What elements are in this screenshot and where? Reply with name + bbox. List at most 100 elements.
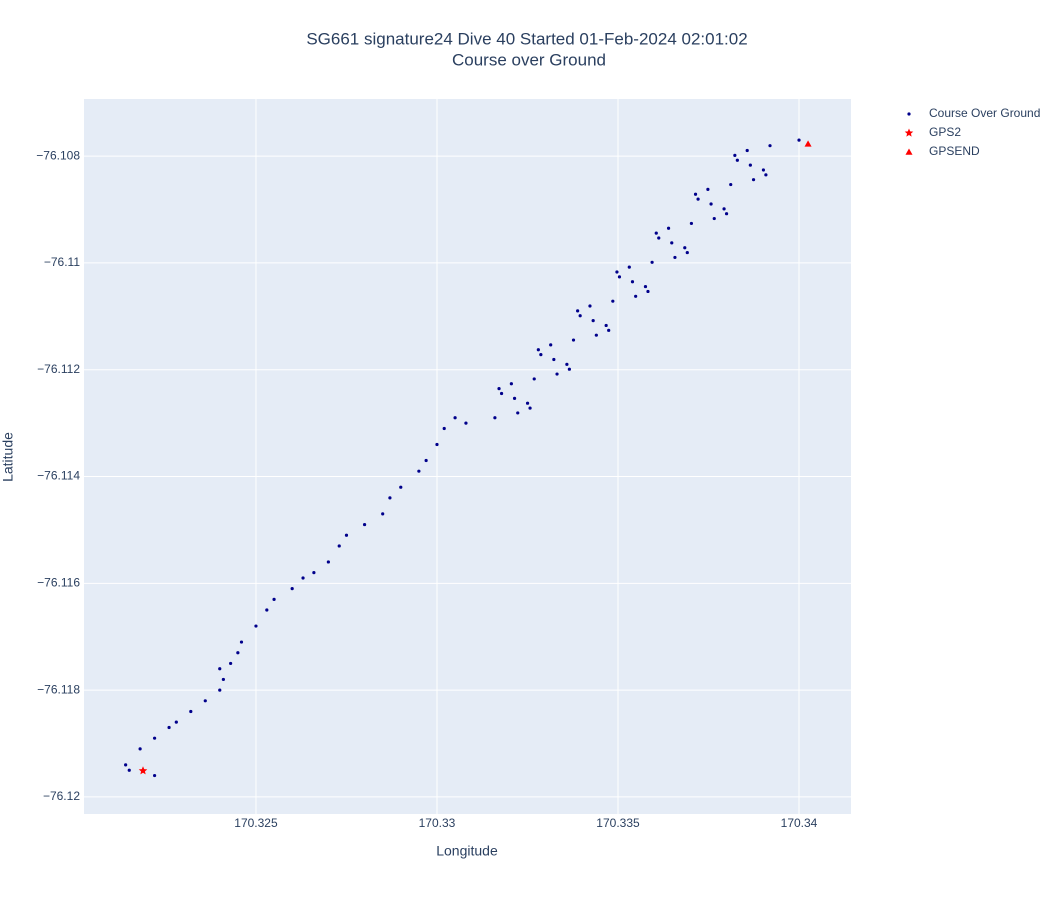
point bbox=[555, 372, 559, 376]
point bbox=[594, 333, 598, 337]
point bbox=[733, 153, 737, 157]
y-tick-label: −76.114 bbox=[37, 469, 80, 483]
y-tick-label: −76.12 bbox=[43, 789, 80, 803]
point bbox=[604, 323, 608, 328]
point bbox=[301, 576, 305, 580]
point bbox=[722, 207, 726, 211]
point bbox=[591, 319, 595, 323]
point bbox=[627, 265, 631, 269]
point bbox=[673, 255, 677, 260]
chart-title: SG661 signature24 Dive 40 Started 01-Feb… bbox=[306, 29, 747, 48]
point bbox=[290, 587, 294, 591]
point bbox=[689, 221, 694, 226]
point bbox=[221, 677, 225, 682]
legend-label: GPSEND bbox=[929, 144, 980, 158]
point bbox=[654, 231, 658, 235]
point bbox=[670, 241, 674, 245]
point bbox=[497, 387, 501, 391]
point bbox=[797, 138, 801, 142]
point bbox=[362, 522, 367, 527]
point bbox=[528, 406, 532, 410]
point bbox=[696, 197, 700, 201]
point bbox=[607, 328, 611, 332]
legend-marker bbox=[905, 148, 913, 155]
point bbox=[265, 608, 269, 612]
x-axis-label: Longitude bbox=[436, 843, 498, 859]
point bbox=[388, 496, 392, 500]
point bbox=[236, 651, 240, 655]
point bbox=[381, 512, 385, 516]
point bbox=[337, 544, 341, 548]
point bbox=[712, 216, 716, 221]
point bbox=[748, 163, 752, 167]
point bbox=[657, 236, 661, 240]
point bbox=[167, 725, 171, 730]
point bbox=[138, 766, 148, 775]
legend-marker bbox=[907, 112, 911, 116]
point bbox=[326, 560, 330, 564]
point bbox=[152, 773, 157, 778]
point bbox=[709, 202, 713, 206]
point bbox=[152, 736, 157, 740]
point bbox=[578, 314, 582, 318]
point bbox=[549, 343, 553, 347]
x-tick-label: 170.33 bbox=[419, 816, 456, 830]
point bbox=[254, 624, 258, 628]
point bbox=[532, 377, 536, 381]
x-tick-label: 170.34 bbox=[781, 816, 818, 830]
point bbox=[729, 182, 733, 187]
point bbox=[493, 416, 497, 420]
point bbox=[764, 173, 768, 177]
point bbox=[124, 763, 128, 767]
point bbox=[615, 270, 619, 274]
point bbox=[634, 294, 638, 298]
point bbox=[229, 661, 233, 666]
point bbox=[189, 709, 193, 714]
point bbox=[509, 382, 513, 386]
point bbox=[588, 304, 592, 308]
point bbox=[536, 348, 540, 352]
point bbox=[539, 353, 543, 357]
point bbox=[567, 367, 571, 371]
y-tick-label: −76.118 bbox=[37, 682, 80, 696]
point bbox=[272, 597, 276, 601]
point bbox=[693, 192, 698, 196]
chart-subtitle: Course over Ground bbox=[452, 50, 606, 69]
point bbox=[630, 280, 635, 284]
point bbox=[435, 442, 439, 447]
point bbox=[724, 212, 729, 216]
grid bbox=[84, 99, 851, 814]
point bbox=[735, 158, 739, 162]
point bbox=[516, 411, 520, 415]
point bbox=[565, 362, 569, 366]
x-tick-label: 170.325 bbox=[234, 816, 278, 830]
y-tick-label: −76.116 bbox=[37, 575, 80, 589]
point bbox=[646, 289, 650, 294]
x-tick-label: 170.335 bbox=[596, 816, 640, 830]
legend-marker bbox=[904, 128, 914, 137]
legend-label: Course Over Ground bbox=[929, 106, 1040, 120]
legend-label: GPS2 bbox=[929, 125, 961, 139]
point bbox=[643, 284, 648, 289]
point bbox=[761, 168, 765, 172]
point bbox=[424, 458, 428, 463]
point bbox=[344, 533, 349, 537]
point bbox=[552, 357, 556, 362]
point bbox=[611, 299, 615, 303]
point bbox=[127, 768, 131, 772]
point bbox=[312, 571, 316, 575]
y-tick-label: −76.11 bbox=[44, 255, 80, 269]
point bbox=[239, 640, 244, 644]
point bbox=[666, 226, 671, 230]
point bbox=[442, 426, 446, 431]
point bbox=[576, 309, 580, 313]
point bbox=[768, 144, 772, 148]
point bbox=[499, 391, 504, 396]
point bbox=[683, 246, 687, 250]
legend: Course Over Ground GPS2 GPSEND bbox=[904, 106, 1040, 158]
y-tick-label: −76.112 bbox=[37, 362, 80, 376]
point bbox=[512, 396, 517, 400]
point bbox=[138, 747, 142, 751]
point bbox=[685, 250, 689, 255]
point bbox=[203, 699, 207, 703]
